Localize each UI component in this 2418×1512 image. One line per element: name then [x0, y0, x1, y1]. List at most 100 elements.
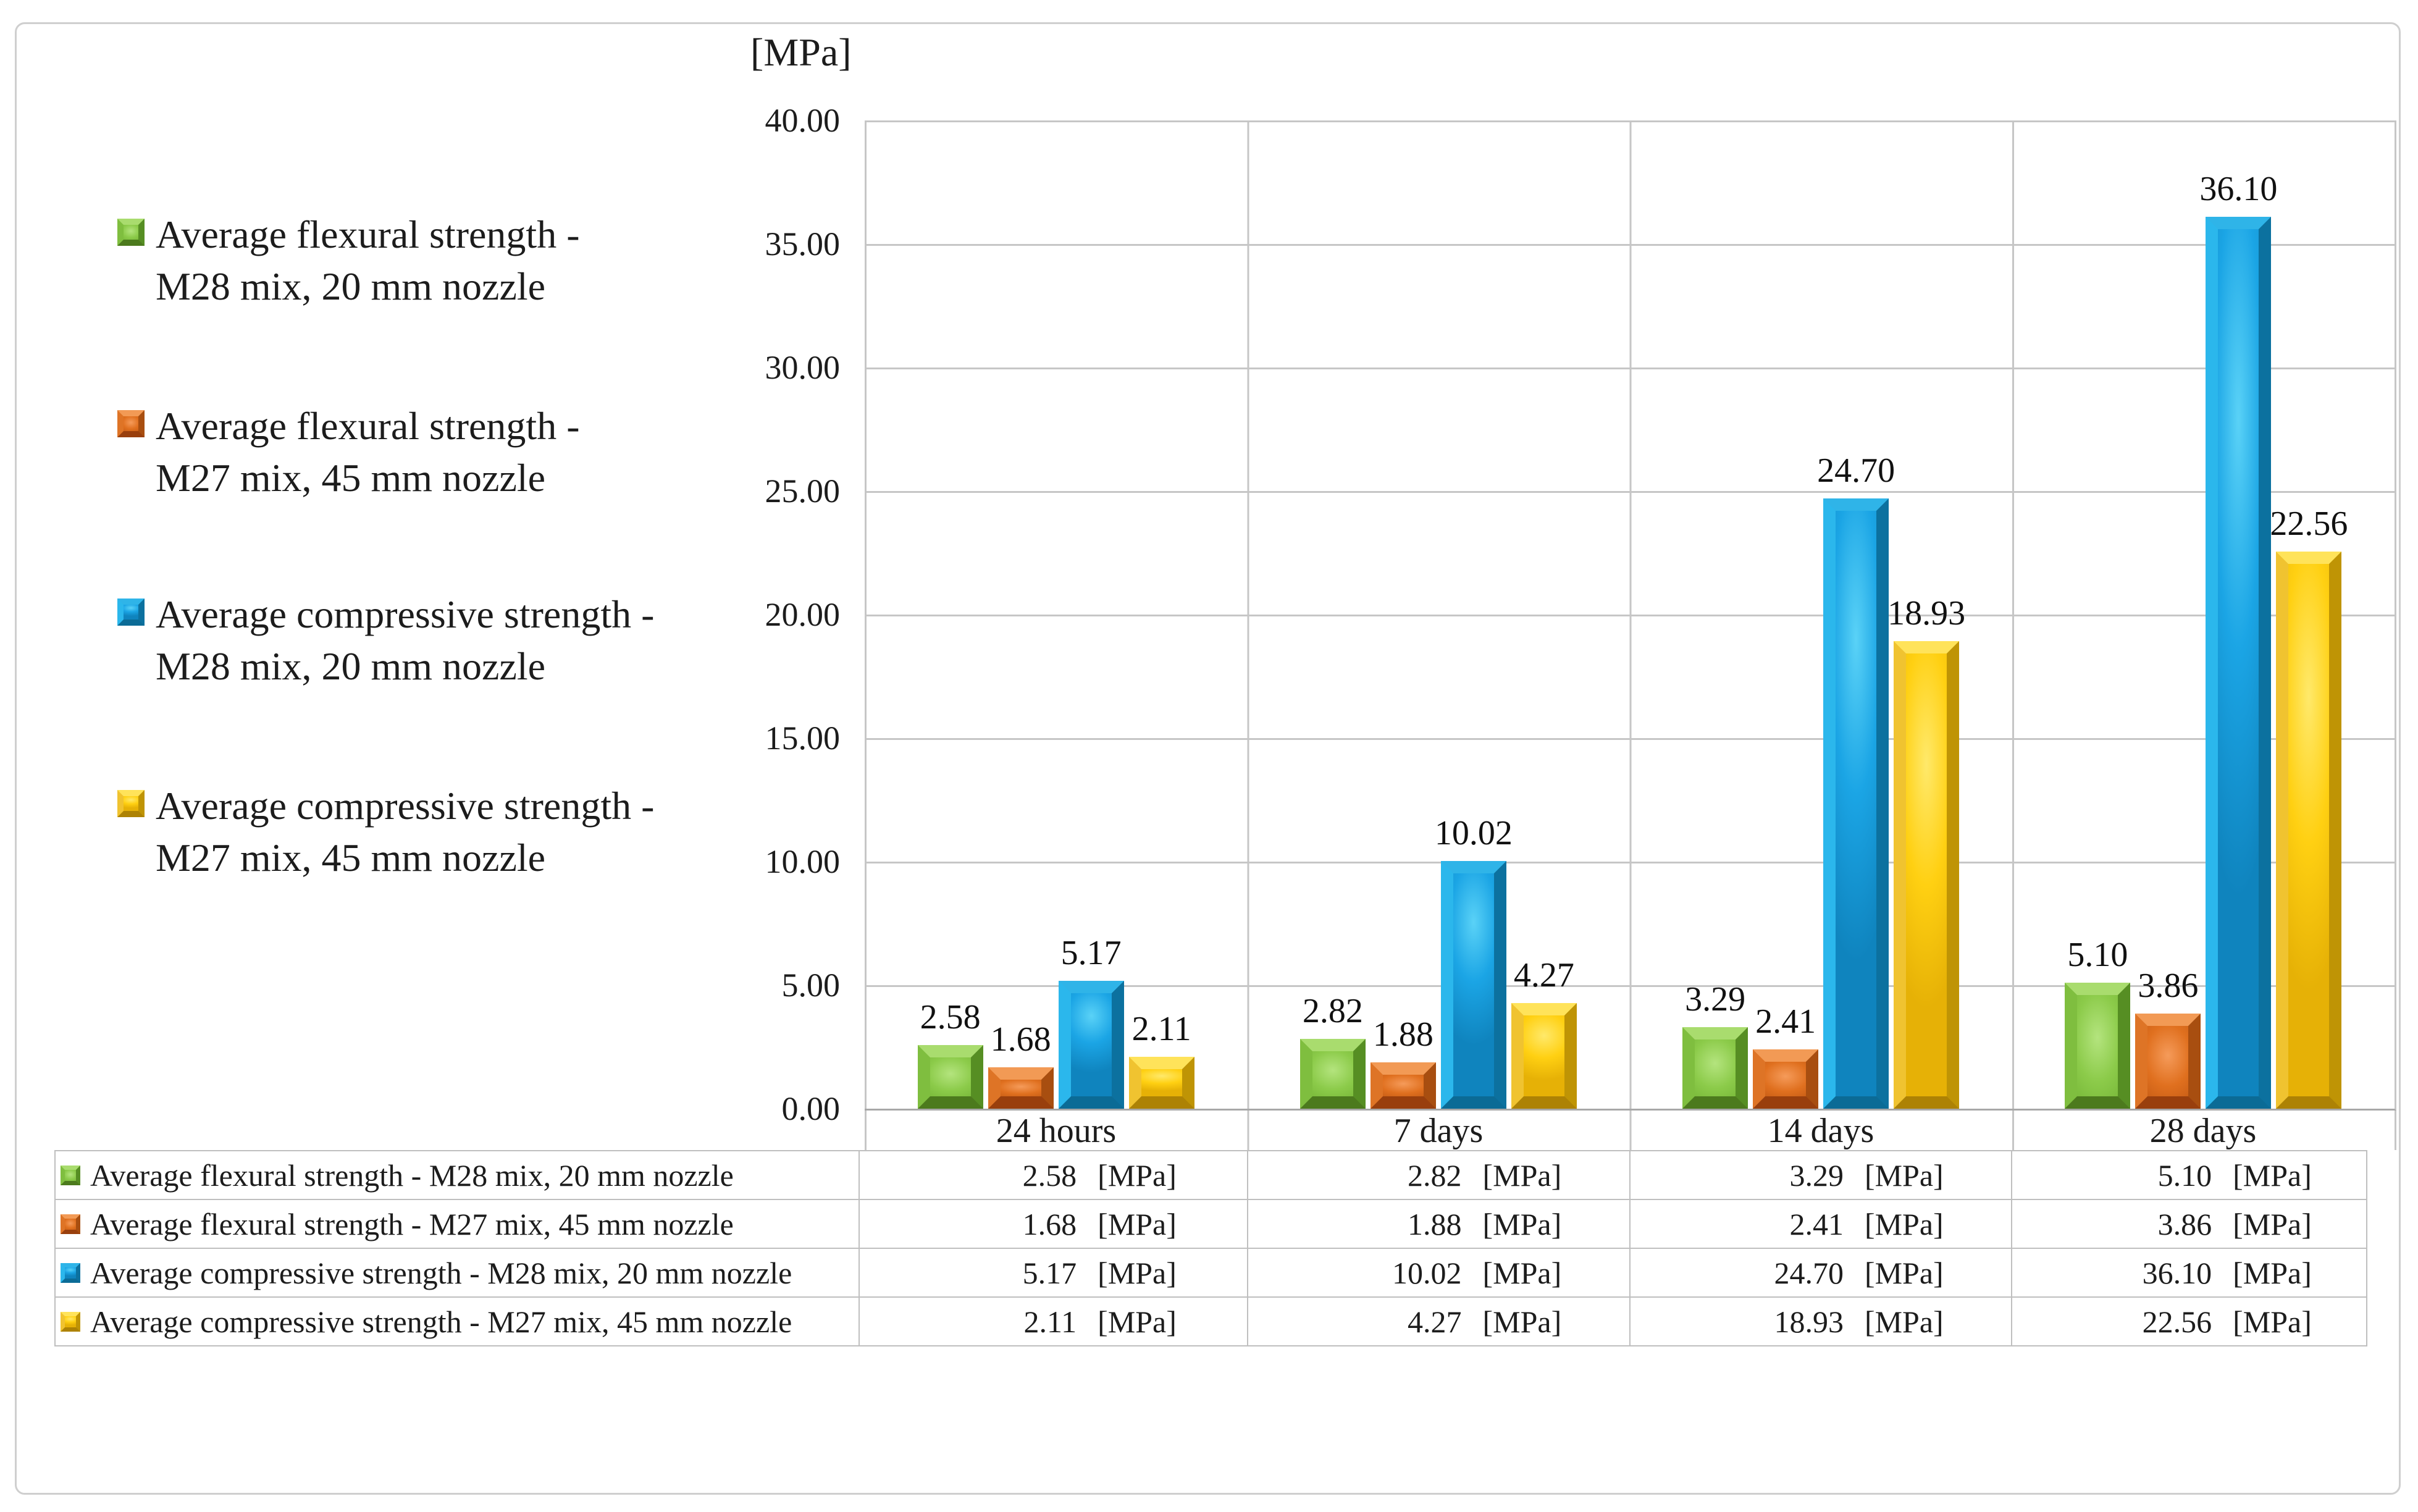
table-value-cell: 5.17 [MPa]	[860, 1249, 1248, 1296]
table-series-label: Average flexural strength - M27 mix, 45 …	[56, 1200, 860, 1248]
table-value-cell: 2.41 [MPa]	[1631, 1200, 2012, 1248]
bar-value-label: 5.17	[1060, 934, 1122, 973]
legend-label: Average flexural strength - M27 mix, 45 m…	[156, 404, 580, 500]
table-row: Average flexural strength - M28 mix, 20 …	[56, 1151, 2366, 1200]
table-unit: [MPa]	[1098, 1304, 1177, 1339]
y-axis-tick: 40.00	[765, 102, 841, 139]
category-label: 14 days	[1767, 1112, 1874, 1150]
table-value: 1.68	[1022, 1206, 1077, 1241]
bar-value-label: 36.10	[2199, 170, 2278, 208]
table-value-cell: 2.11 [MPa]	[860, 1298, 1248, 1345]
table-unit: [MPa]	[1864, 1304, 1944, 1339]
table-value-cell: 22.56 [MPa]	[2012, 1298, 2369, 1345]
bar-value-label: 3.29	[1685, 980, 1746, 1019]
bar-series4-28-days	[2276, 551, 2342, 1109]
bar-series2-24-hours	[988, 1067, 1054, 1109]
bar-value-label: 1.68	[990, 1020, 1051, 1059]
y-axis-tick: 20.00	[765, 596, 841, 633]
table-value-cell: 18.93 [MPa]	[1631, 1298, 2012, 1345]
bar-series1-7-days	[1299, 1039, 1366, 1109]
table-row: Average flexural strength - M27 mix, 45 …	[56, 1200, 2366, 1249]
table-series-marker-icon	[61, 1262, 80, 1283]
table-row: Average compressive strength - M28 mix, …	[56, 1249, 2366, 1298]
table-value-cell: 2.58 [MPa]	[860, 1151, 1248, 1199]
bar-series2-14-days	[1753, 1049, 1819, 1109]
y-axis-tick: 35.00	[765, 225, 841, 262]
legend-item: Average compressive strength - M27 mix, 4…	[117, 780, 828, 884]
table-value-cell: 3.29 [MPa]	[1631, 1151, 2012, 1199]
table-value-cell: 10.02 [MPa]	[1248, 1249, 1631, 1296]
table-value: 3.86	[2157, 1206, 2212, 1241]
bar-value-label: 2.58	[920, 998, 981, 1036]
table-unit: [MPa]	[1482, 1304, 1562, 1339]
table-value: 2.82	[1408, 1157, 1462, 1193]
legend-item: Average flexural strength - M28 mix, 20 m…	[117, 209, 828, 313]
bar-value-label: 22.56	[2270, 504, 2348, 543]
bar-value-label: 2.11	[1131, 1009, 1191, 1048]
table-unit: [MPa]	[2233, 1304, 2312, 1339]
table-value: 3.29	[1789, 1157, 1844, 1193]
table-value: 2.58	[1022, 1157, 1077, 1193]
table-value: 2.11	[1023, 1304, 1077, 1339]
bar-value-label: 2.41	[1755, 1002, 1816, 1041]
legend-label: Average flexural strength - M28 mix, 20 m…	[156, 212, 580, 308]
table-unit: [MPa]	[2233, 1206, 2312, 1241]
table-unit: [MPa]	[1482, 1255, 1562, 1290]
table-value: 1.88	[1408, 1206, 1462, 1241]
table-unit: [MPa]	[2233, 1157, 2312, 1193]
y-axis-title: [MPa]	[750, 30, 852, 74]
category-label: 7 days	[1393, 1112, 1484, 1150]
table-value: 22.56	[2142, 1304, 2212, 1339]
legend-marker-orange-icon	[117, 410, 145, 437]
legend-label: Average compressive strength - M27 mix, 4…	[156, 784, 655, 880]
table-series-name: Average compressive strength - M27 mix, …	[90, 1304, 792, 1339]
category-label: 28 days	[2149, 1112, 2257, 1150]
table-unit: [MPa]	[1098, 1255, 1177, 1290]
legend-item: Average flexural strength - M27 mix, 45 m…	[117, 400, 828, 504]
table-unit: [MPa]	[1482, 1206, 1562, 1241]
table-value-cell: 1.68 [MPa]	[860, 1200, 1248, 1248]
bar-value-label: 10.02	[1434, 814, 1513, 853]
bar-series4-14-days	[1894, 640, 1960, 1109]
y-axis-tick: 30.00	[765, 349, 841, 386]
bar-value-label: 2.82	[1302, 992, 1363, 1031]
table-value: 10.02	[1392, 1255, 1462, 1290]
table-value-cell: 3.86 [MPa]	[2012, 1200, 2369, 1248]
table-series-marker-icon	[61, 1311, 80, 1332]
table-row: Average compressive strength - M27 mix, …	[56, 1298, 2366, 1346]
table-value-cell: 2.82 [MPa]	[1248, 1151, 1631, 1199]
legend-marker-yellow-icon	[117, 790, 145, 817]
table-series-name: Average compressive strength - M28 mix, …	[90, 1255, 792, 1290]
table-value-cell: 24.70 [MPa]	[1631, 1249, 2012, 1296]
legend-marker-blue-icon	[117, 598, 145, 626]
table-series-name: Average flexural strength - M27 mix, 45 …	[90, 1206, 734, 1241]
table-value: 24.70	[1774, 1255, 1844, 1290]
table-value: 18.93	[1774, 1304, 1844, 1339]
bar-series4-7-days	[1511, 1003, 1577, 1109]
table-value: 36.10	[2142, 1255, 2212, 1290]
table-unit: [MPa]	[1482, 1157, 1562, 1193]
table-unit: [MPa]	[1864, 1206, 1944, 1241]
bar-series2-7-days	[1370, 1062, 1436, 1109]
table-unit: [MPa]	[1864, 1255, 1944, 1290]
y-axis-tick: 15.00	[765, 720, 841, 757]
table-series-label: Average flexural strength - M28 mix, 20 …	[56, 1151, 860, 1199]
bar-series3-24-hours	[1058, 981, 1124, 1109]
table-value-cell: 36.10 [MPa]	[2012, 1249, 2369, 1296]
table-series-label: Average compressive strength - M27 mix, …	[56, 1298, 860, 1345]
table-unit: [MPa]	[1864, 1157, 1944, 1193]
bar-series3-14-days	[1823, 498, 1889, 1109]
table-series-label: Average compressive strength - M28 mix, …	[56, 1249, 860, 1296]
bar-series1-24-hours	[917, 1044, 983, 1109]
bar-series1-14-days	[1682, 1027, 1748, 1109]
legend-marker-green-icon	[117, 219, 145, 246]
table-value: 4.27	[1408, 1304, 1462, 1339]
bar-series3-28-days	[2206, 217, 2272, 1109]
bar-value-label: 1.88	[1372, 1015, 1434, 1054]
table-unit: [MPa]	[1098, 1206, 1177, 1241]
y-axis-tick: 0.00	[781, 1090, 841, 1127]
bar-series1-28-days	[2065, 983, 2131, 1109]
y-axis-tick: 25.00	[765, 472, 841, 510]
category-label: 24 hours	[996, 1112, 1117, 1150]
